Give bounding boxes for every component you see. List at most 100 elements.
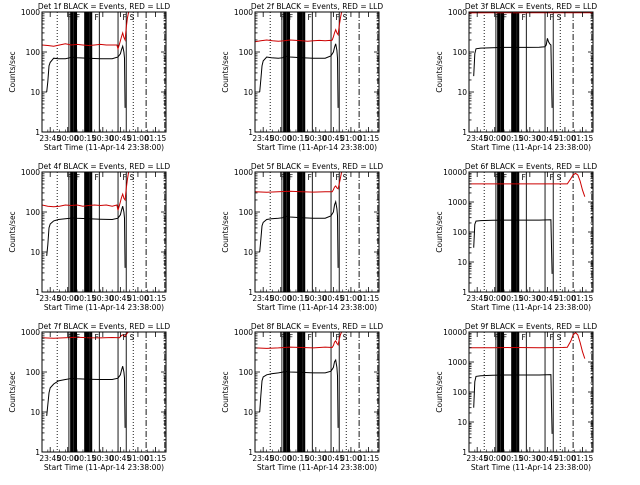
y-axis-label: Counts/sec bbox=[435, 371, 444, 412]
x-tick-label: 01:15 bbox=[145, 294, 167, 303]
flag-label: F bbox=[123, 333, 127, 342]
y-axis-label: Counts/sec bbox=[435, 211, 444, 252]
flag-label: F bbox=[307, 173, 311, 182]
x-axis-label: Start Time (11-Apr-14 23:38:00) bbox=[44, 303, 164, 312]
y-tick-label: 10 bbox=[243, 248, 253, 257]
series-lld-line bbox=[469, 173, 585, 196]
flag-label: F bbox=[68, 13, 72, 22]
y-axis-label: Counts/sec bbox=[221, 51, 230, 92]
y-tick-label: 100 bbox=[239, 368, 254, 377]
y-tick-label: 100 bbox=[453, 388, 468, 397]
y-axis-label: Counts/sec bbox=[8, 51, 17, 92]
flag-label: S bbox=[343, 173, 348, 182]
chart-panel: 11010010001000023:4500:0000:1500:3000:45… bbox=[435, 162, 597, 312]
y-tick-label: 100 bbox=[26, 48, 41, 57]
flag-label: F bbox=[550, 173, 554, 182]
chart-title: Det 8f BLACK = Events, RED = LLD bbox=[251, 322, 384, 331]
flag-label: S bbox=[557, 333, 562, 342]
x-axis-label: Start Time (11-Apr-14 23:38:00) bbox=[257, 143, 377, 152]
y-tick-label: 10 bbox=[457, 258, 467, 267]
y-axis-label: Counts/sec bbox=[8, 371, 17, 412]
x-axis-label: Start Time (11-Apr-14 23:38:00) bbox=[471, 143, 591, 152]
chart-title: Det 2f BLACK = Events, RED = LLD bbox=[251, 2, 384, 11]
flag-label: F bbox=[307, 333, 311, 342]
x-axis-label: Start Time (11-Apr-14 23:38:00) bbox=[257, 463, 377, 472]
plot-area bbox=[469, 12, 593, 132]
y-tick-label: 100 bbox=[453, 228, 468, 237]
flag-label: F bbox=[94, 333, 98, 342]
y-axis-label: Counts/sec bbox=[435, 51, 444, 92]
flag-label: F bbox=[512, 333, 516, 342]
flag-label: F bbox=[512, 173, 516, 182]
flag-label: F bbox=[298, 173, 302, 182]
flag-label: F bbox=[289, 13, 293, 22]
chart-title: Det 9f BLACK = Events, RED = LLD bbox=[465, 322, 598, 331]
plot-area bbox=[255, 12, 378, 132]
flag-label: F bbox=[521, 13, 525, 22]
y-tick-label: 10 bbox=[30, 408, 40, 417]
series-lld-line bbox=[469, 333, 585, 359]
axes-frame bbox=[255, 332, 379, 452]
plot-area bbox=[42, 332, 165, 452]
y-tick-label: 10 bbox=[243, 408, 253, 417]
flag-label: F bbox=[550, 13, 554, 22]
flag-label: F bbox=[281, 173, 285, 182]
flag-label: S bbox=[130, 13, 135, 22]
plot-area bbox=[42, 172, 165, 292]
y-tick-label: 10 bbox=[457, 88, 467, 97]
chart-panel: 110100100023:4500:0000:1500:3000:4501:00… bbox=[8, 162, 170, 312]
plot-area bbox=[255, 332, 378, 452]
x-tick-label: 01:15 bbox=[358, 294, 380, 303]
flag-label: F bbox=[503, 333, 507, 342]
flag-label: S bbox=[343, 13, 348, 22]
flag-label: F bbox=[289, 333, 293, 342]
plot-area bbox=[255, 172, 378, 292]
axes-frame bbox=[469, 12, 593, 132]
chart-panel: 110100100023:4500:0000:1500:3000:4501:00… bbox=[221, 2, 383, 152]
axes-frame bbox=[255, 12, 379, 132]
flag-label: F bbox=[85, 173, 89, 182]
x-axis-label: Start Time (11-Apr-14 23:38:00) bbox=[44, 463, 164, 472]
flag-label: F bbox=[503, 173, 507, 182]
flag-label: F bbox=[495, 333, 499, 342]
y-tick-label: 10000 bbox=[443, 168, 467, 177]
chart-title: Det 1f BLACK = Events, RED = LLD bbox=[38, 2, 171, 11]
y-tick-label: 100 bbox=[239, 208, 254, 217]
flag-label: F bbox=[76, 13, 80, 22]
x-tick-label: 01:15 bbox=[572, 454, 594, 463]
flag-label: S bbox=[343, 333, 348, 342]
y-tick-label: 1000 bbox=[448, 358, 467, 367]
x-tick-label: 01:15 bbox=[145, 134, 167, 143]
plot-area bbox=[469, 172, 592, 292]
chart-panel: 110100100023:4500:0000:1500:3000:4501:00… bbox=[221, 322, 383, 472]
chart-title: Det 7f BLACK = Events, RED = LLD bbox=[38, 322, 171, 331]
axes-frame bbox=[42, 12, 166, 132]
chart-title: Det 5f BLACK = Events, RED = LLD bbox=[251, 162, 384, 171]
flag-label: F bbox=[289, 173, 293, 182]
x-tick-label: 01:15 bbox=[572, 134, 594, 143]
y-tick-label: 10 bbox=[457, 418, 467, 427]
y-tick-label: 100 bbox=[26, 368, 41, 377]
y-tick-label: 10 bbox=[30, 248, 40, 257]
chart-title: Det 6f BLACK = Events, RED = LLD bbox=[465, 162, 598, 171]
x-tick-label: 01:15 bbox=[572, 294, 594, 303]
chart-panel: 110100100023:4500:0000:1500:3000:4501:00… bbox=[435, 2, 597, 152]
x-tick-label: 01:15 bbox=[358, 454, 380, 463]
flag-label: F bbox=[521, 333, 525, 342]
y-axis-label: Counts/sec bbox=[221, 371, 230, 412]
flag-label: F bbox=[68, 333, 72, 342]
flag-label: S bbox=[557, 13, 562, 22]
flag-label: F bbox=[307, 13, 311, 22]
chart-panel: 11010010001000023:4500:0000:1500:3000:45… bbox=[435, 322, 597, 472]
chart-panel: 110100100023:4500:0000:1500:3000:4501:00… bbox=[221, 162, 383, 312]
flag-label: F bbox=[495, 13, 499, 22]
axes-frame bbox=[469, 332, 593, 452]
axes-frame bbox=[42, 332, 166, 452]
x-axis-label: Start Time (11-Apr-14 23:38:00) bbox=[44, 143, 164, 152]
y-tick-label: 10 bbox=[30, 88, 40, 97]
flag-label: F bbox=[281, 333, 285, 342]
flag-label: F bbox=[76, 173, 80, 182]
flag-label: F bbox=[85, 333, 89, 342]
flag-label: F bbox=[281, 13, 285, 22]
flag-label: F bbox=[503, 13, 507, 22]
